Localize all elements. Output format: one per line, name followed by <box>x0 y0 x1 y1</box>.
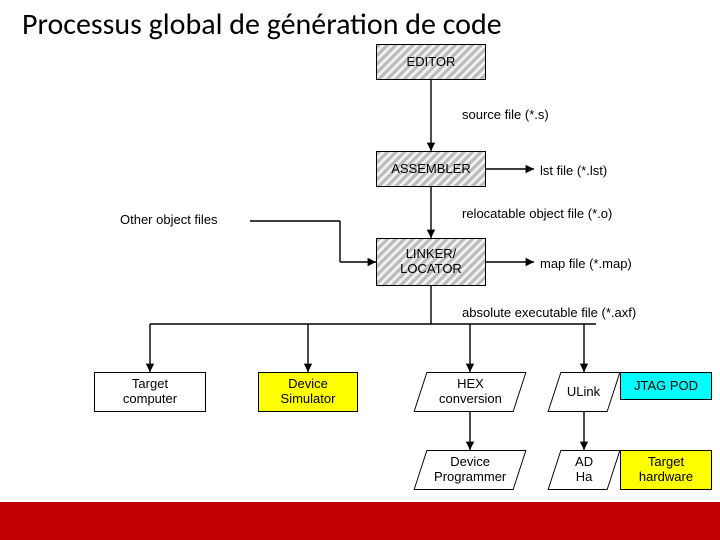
label-other-obj: Other object files <box>120 212 218 227</box>
node-linker-label: LINKER/ LOCATOR <box>400 247 462 277</box>
label-map-file: map file (*.map) <box>540 256 632 271</box>
node-ulink: ULink <box>548 372 621 412</box>
label-abs-exec: absolute executable file (*.axf) <box>462 305 636 320</box>
node-target-hardware-label: Target hardware <box>639 455 693 485</box>
label-reloc-file: relocatable object file (*.o) <box>462 206 612 221</box>
node-ulink-label: ULink <box>567 385 600 400</box>
node-ad-ha-label: AD Ha <box>575 455 593 485</box>
node-target-computer: Target computer <box>94 372 206 412</box>
node-device-simulator: Device Simulator <box>258 372 358 412</box>
node-ad-ha: AD Ha <box>548 450 621 490</box>
footer-bar <box>0 502 720 540</box>
node-device-programmer: Device Programmer <box>414 450 527 490</box>
node-device-simulator-label: Device Simulator <box>281 377 336 407</box>
node-target-computer-label: Target computer <box>123 377 177 407</box>
node-target-hardware: Target hardware <box>620 450 712 490</box>
node-assembler: ASSEMBLER <box>376 151 486 187</box>
node-jtag-pod-label: JTAG POD <box>634 379 698 394</box>
node-linker: LINKER/ LOCATOR <box>376 238 486 286</box>
label-source-file: source file (*.s) <box>462 107 549 122</box>
node-editor-label: EDITOR <box>407 55 456 70</box>
node-device-programmer-label: Device Programmer <box>434 455 506 485</box>
node-hex-conversion-label: HEX conversion <box>439 377 502 407</box>
stage: Processus global de génération de code E… <box>0 0 720 540</box>
node-hex-conversion: HEX conversion <box>414 372 527 412</box>
page-title: Processus global de génération de code <box>22 8 502 41</box>
node-editor: EDITOR <box>376 44 486 80</box>
node-assembler-label: ASSEMBLER <box>391 162 470 177</box>
label-lst-file: lst file (*.lst) <box>540 163 607 178</box>
node-jtag-pod: JTAG POD <box>620 372 712 400</box>
